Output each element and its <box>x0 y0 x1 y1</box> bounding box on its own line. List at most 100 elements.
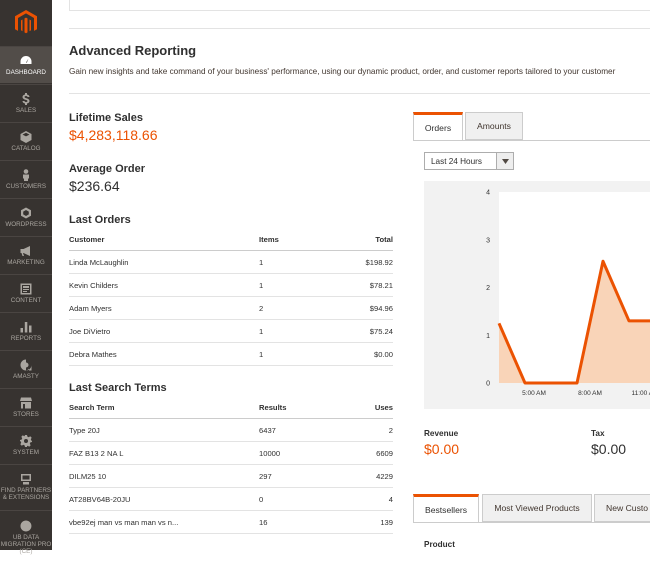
sidebar-item-stores[interactable]: STORES <box>0 388 52 425</box>
table-cell: vbe92ej man vs man man vs n... <box>69 510 259 534</box>
tab-amounts[interactable]: Amounts <box>465 112 523 140</box>
table-row[interactable]: FAZ B13 2 NA L 10000 6609 <box>69 441 393 465</box>
dashboard-icon <box>20 55 32 64</box>
sidebar-item-sales[interactable]: SALES <box>0 84 52 121</box>
sidebar-item-label: UB DATA MIGRATION PRO (CE) <box>0 533 52 555</box>
partners-icon <box>21 474 31 485</box>
sidebar-item-reports[interactable]: REPORTS <box>0 312 52 349</box>
table-row[interactable]: Type 20J 6437 2 <box>69 418 393 442</box>
dashboard-main: Advanced Reporting Gain new insights and… <box>52 0 650 550</box>
sidebar-item-label: STORES <box>13 410 39 418</box>
table-cell: FAZ B13 2 NA L <box>69 441 259 465</box>
tax-label: Tax <box>591 429 605 438</box>
sidebar-item-label: AMASTY <box>13 372 39 380</box>
sidebar-item-system[interactable]: SYSTEM <box>0 426 52 463</box>
store-icon <box>20 397 32 408</box>
y-tick-label: 3 <box>486 237 490 244</box>
table-row[interactable]: Kevin Childers 1 $78.21 <box>69 273 393 297</box>
tab-new-customers[interactable]: New Custo <box>594 494 650 522</box>
orders-line <box>497 259 650 385</box>
magento-logo[interactable] <box>0 0 52 45</box>
column-header-items: Items <box>259 228 329 251</box>
table-cell: 4 <box>329 487 393 511</box>
tab-orders[interactable]: Orders <box>413 112 463 140</box>
x-tick-label: 8:00 AM <box>578 390 602 397</box>
revenue-label: Revenue <box>424 429 459 438</box>
table-row[interactable]: DILM25 10 297 4229 <box>69 464 393 488</box>
column-header-customer: Customer <box>69 228 259 251</box>
table-cell: Adam Myers <box>69 296 259 320</box>
sidebar-item-label: FIND PARTNERS & EXTENSIONS <box>0 487 52 501</box>
hexagon-icon <box>21 207 31 218</box>
table-row[interactable]: Linda McLaughlin 1 $198.92 <box>69 250 393 274</box>
sidebar-item-find-partners-extensions[interactable]: FIND PARTNERS & EXTENSIONS <box>0 464 52 509</box>
tab-divider <box>413 522 650 523</box>
table-cell: $78.21 <box>329 273 393 297</box>
table-cell: 10000 <box>259 441 329 465</box>
y-tick-label: 0 <box>486 381 490 388</box>
table-cell: Type 20J <box>69 418 259 442</box>
average-order-label: Average Order <box>69 163 146 175</box>
sidebar-item-marketing[interactable]: MARKETING <box>0 236 52 273</box>
table-row[interactable]: Adam Myers 2 $94.96 <box>69 296 393 320</box>
table-row[interactable]: AT28BV64B-20JU 0 4 <box>69 487 393 511</box>
search-terms-table: Search Term Results Uses Type 20J 6437 2 FA… <box>69 396 393 534</box>
table-cell: 4229 <box>329 464 393 488</box>
tax-value: $0.00 <box>591 441 627 457</box>
sidebar-item-label: REPORTS <box>10 334 42 342</box>
table-cell: 6437 <box>259 418 329 442</box>
sidebar-item-label: SYSTEM <box>13 448 39 456</box>
divider <box>69 93 650 94</box>
person-icon <box>23 168 29 181</box>
cube-icon <box>20 130 32 143</box>
sidebar-item-content[interactable]: CONTENT <box>0 274 52 311</box>
table-cell: $0.00 <box>329 342 393 366</box>
sidebar-item-ub-data-migration-pro-ce[interactable]: UB DATA MIGRATION PRO (CE) <box>0 510 52 563</box>
period-select[interactable]: Last 24 Hours <box>424 152 514 170</box>
period-select-value: Last 24 Hours <box>431 156 482 166</box>
advanced-reporting-description: Gain new insights and take command of yo… <box>69 67 616 76</box>
tab-most-viewed-products[interactable]: Most Viewed Products <box>482 494 592 522</box>
lifetime-sales-label: Lifetime Sales <box>69 112 143 124</box>
table-cell: 6609 <box>329 441 393 465</box>
average-order-value: $236.64 <box>69 178 120 194</box>
column-header-total: Total <box>329 228 393 251</box>
sidebar-item-wordpress[interactable]: WORDPRESS <box>0 198 52 235</box>
sidebar-item-catalog[interactable]: CATALOG <box>0 122 52 159</box>
table-cell: Debra Mathes <box>69 342 259 366</box>
sidebar-item-label: SALES <box>15 106 37 114</box>
tab-bestsellers[interactable]: Bestsellers <box>413 494 479 522</box>
sidebar-item-customers[interactable]: CUSTOMERS <box>0 160 52 197</box>
sidebar-item-label: CUSTOMERS <box>5 182 47 190</box>
column-header-uses: Uses <box>329 396 393 419</box>
y-tick-label: 1 <box>486 333 490 340</box>
sidebar-item-label: WORDPRESS <box>5 220 47 228</box>
table-cell: 1 <box>259 342 329 366</box>
table-cell: Kevin Childers <box>69 273 259 297</box>
lifetime-sales-value: $4,283,118.66 <box>69 127 158 143</box>
table-row[interactable]: Joe DiVietro 1 $75.24 <box>69 319 393 343</box>
last-search-terms-title: Last Search Terms <box>69 382 167 394</box>
megaphone-icon <box>20 245 30 256</box>
sidebar-item-amasty[interactable]: AMASTY <box>0 350 52 387</box>
last-orders-title: Last Orders <box>69 214 131 226</box>
divider <box>69 28 650 29</box>
dollar-icon <box>22 92 30 105</box>
sidebar-item-dashboard[interactable]: DASHBOARD <box>0 46 52 83</box>
sidebar-item-label: DASHBOARD <box>6 68 46 76</box>
table-cell: AT28BV64B-20JU <box>69 487 259 511</box>
x-tick-label: 11:00 AM <box>632 390 650 397</box>
table-cell: $75.24 <box>329 319 393 343</box>
table-cell: DILM25 10 <box>69 464 259 488</box>
table-cell: 1 <box>259 250 329 274</box>
table-cell: 0 <box>259 487 329 511</box>
tab-divider <box>413 140 650 141</box>
column-header-search-term: Search Term <box>69 396 259 419</box>
last-orders-table: Customer Items Total Linda McLaughlin 1 $1… <box>69 228 393 366</box>
table-row[interactable]: vbe92ej man vs man man vs n... 16 139 <box>69 510 393 534</box>
amasty-icon <box>20 359 32 370</box>
table-row[interactable]: Debra Mathes 1 $0.00 <box>69 342 393 366</box>
sidebar-item-label: CONTENT <box>10 296 42 304</box>
table-cell: 139 <box>329 510 393 534</box>
